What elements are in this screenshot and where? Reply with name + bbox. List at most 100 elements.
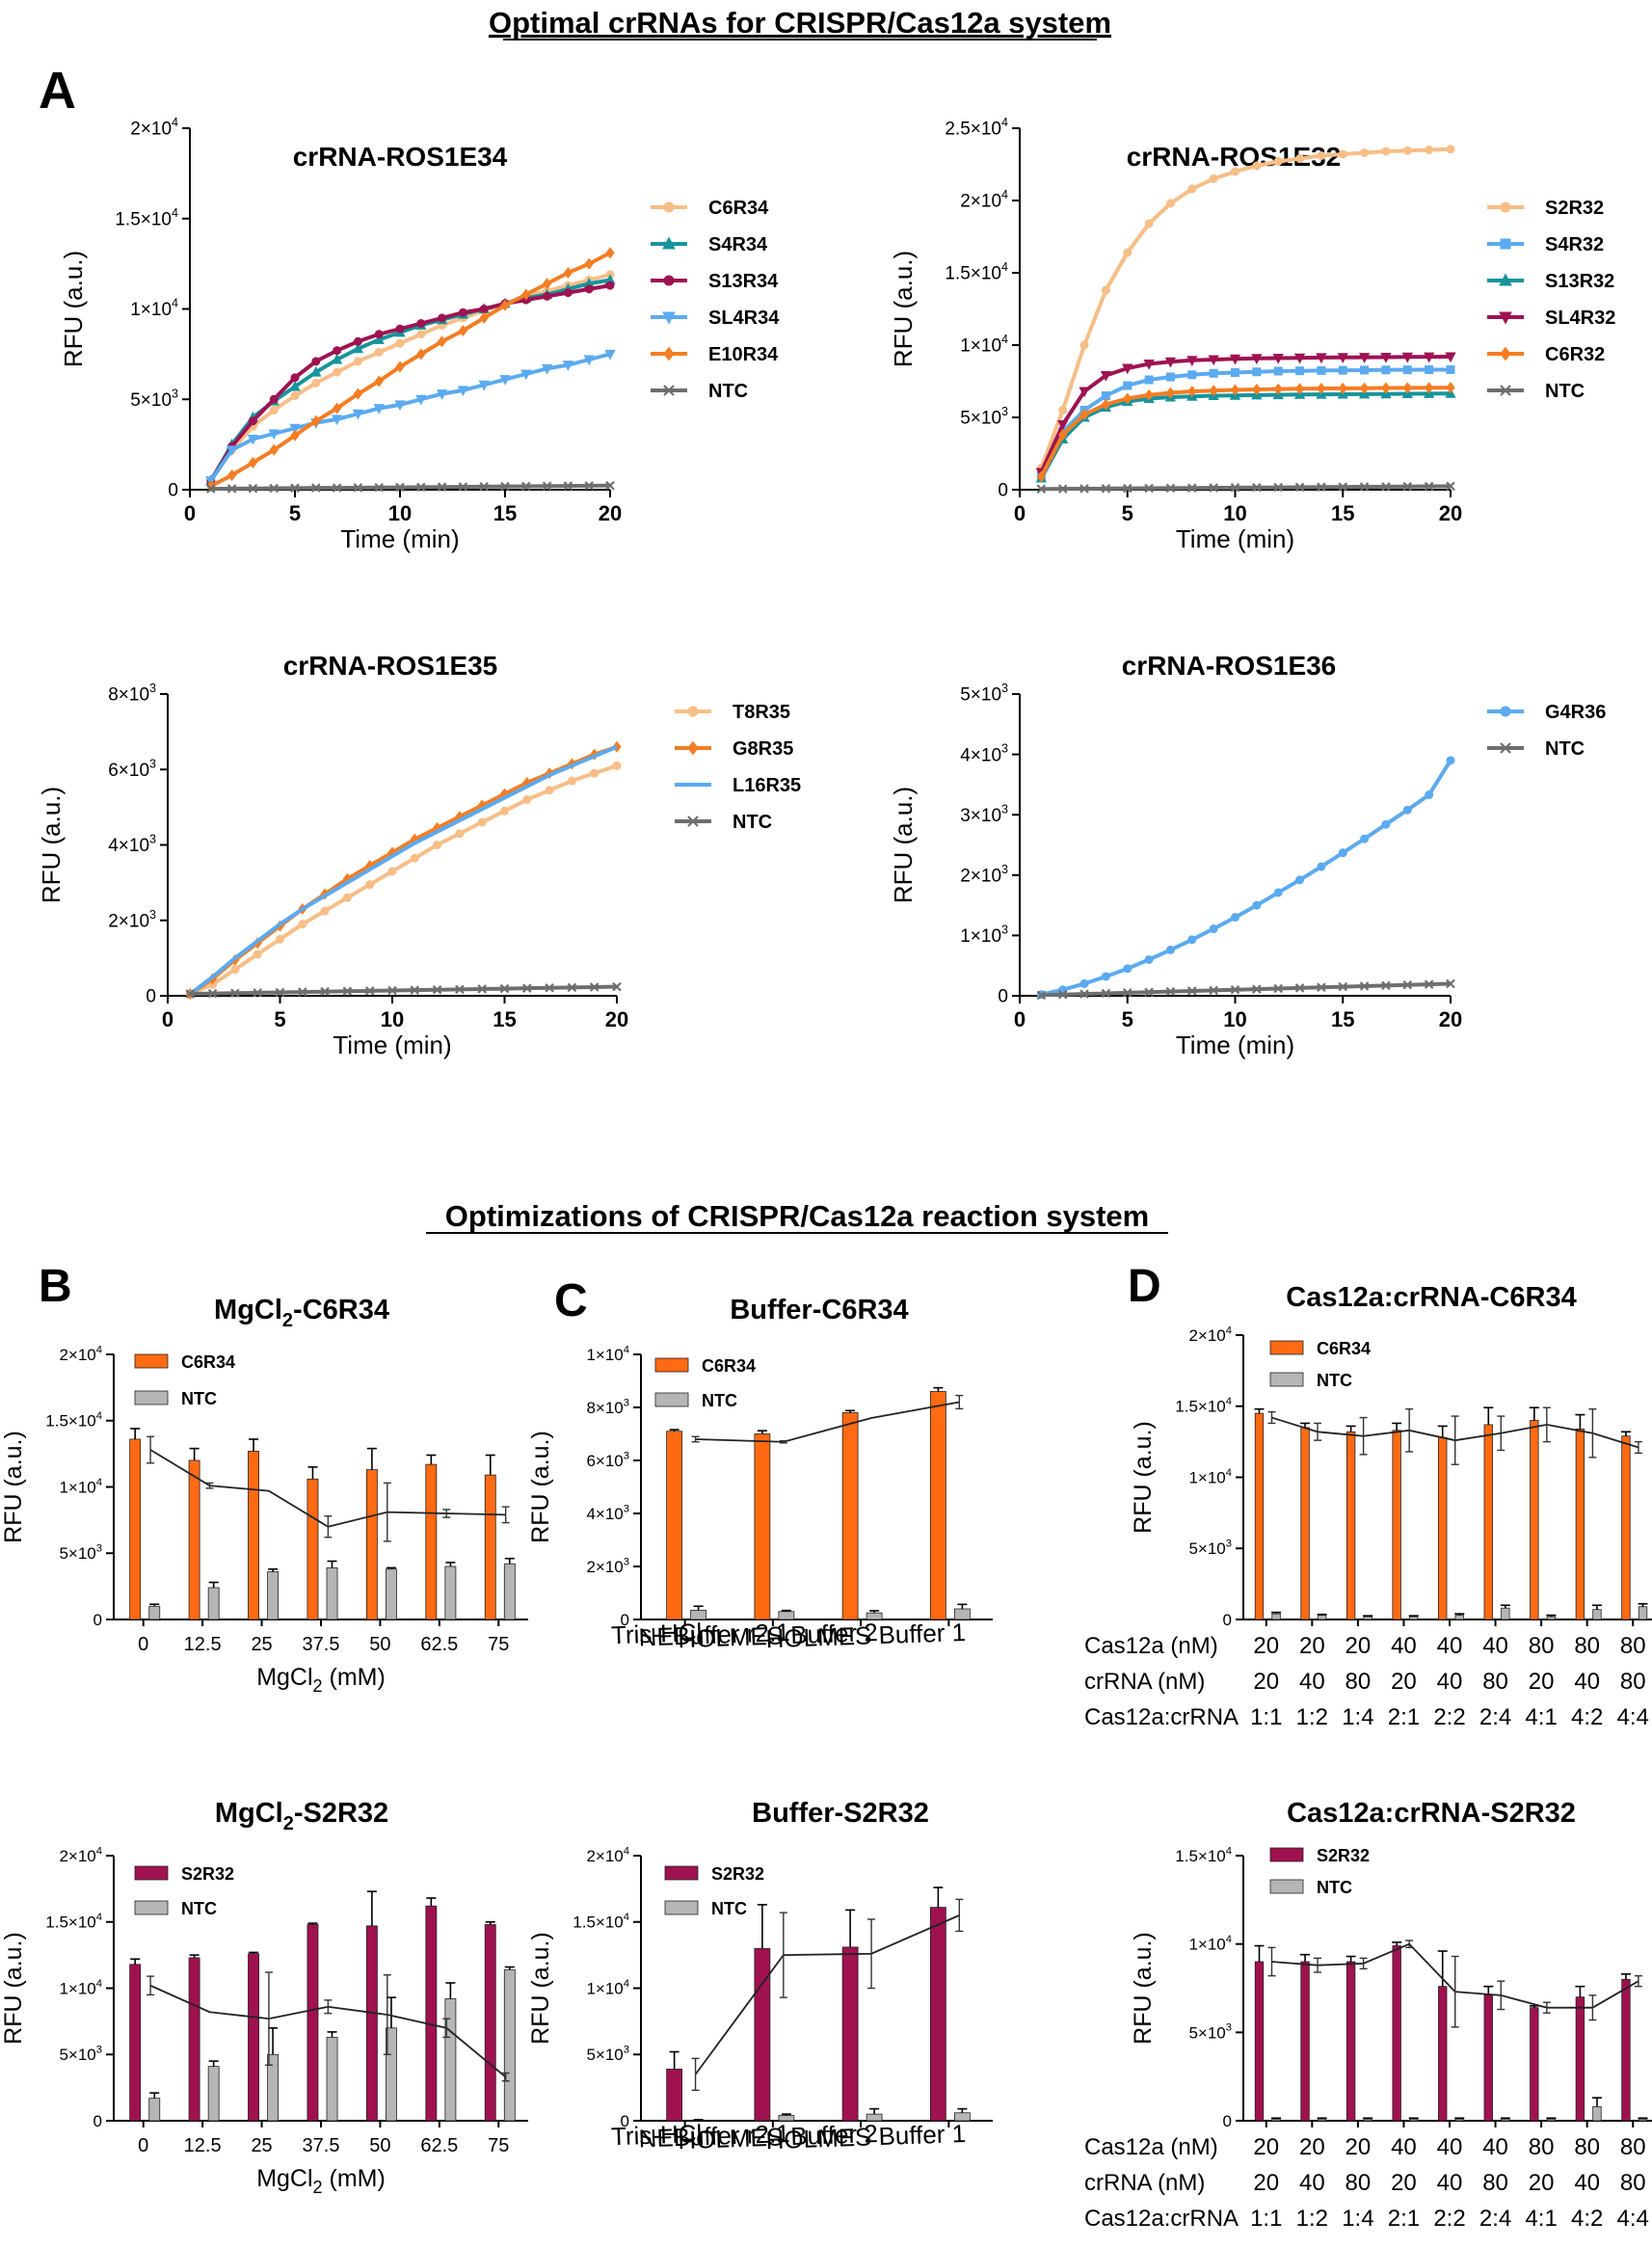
legend-entry: NTC bbox=[1269, 1878, 1352, 1897]
data-point bbox=[387, 867, 397, 876]
legend-label: NTC bbox=[702, 1391, 737, 1410]
data-point bbox=[290, 373, 300, 383]
legend-entry: C6R34 bbox=[654, 1356, 756, 1376]
y-tick-label: 1.5×104 bbox=[573, 1912, 629, 1932]
x-axis-label: Time (min) bbox=[333, 1030, 451, 1059]
series-E10R34 bbox=[206, 247, 615, 493]
y-tick-label: 0 bbox=[621, 2112, 629, 2130]
chart-title: MgCl2-C6R34 bbox=[214, 1295, 389, 1331]
bar-NTC bbox=[1501, 1607, 1510, 1620]
series-line bbox=[209, 251, 611, 489]
legend-marker bbox=[687, 816, 699, 827]
legend-entry: NTC bbox=[651, 381, 748, 402]
series-line bbox=[189, 763, 618, 996]
data-point bbox=[1209, 924, 1218, 934]
bar-C6R34 bbox=[306, 1478, 319, 1620]
bar-S2R32 bbox=[1392, 1945, 1401, 2122]
x-tick-label: 0 bbox=[162, 1007, 173, 1031]
data-point bbox=[604, 349, 616, 361]
table-cell: 80 bbox=[1529, 1633, 1555, 1659]
data-point bbox=[1425, 790, 1434, 800]
legend-entry: NTC bbox=[1487, 381, 1585, 402]
data-point bbox=[320, 906, 330, 916]
y-tick-label: 1×103 bbox=[960, 923, 1008, 948]
x-axis-label: MgCl2 (mM) bbox=[256, 2165, 386, 2197]
x-tick-label: 5 bbox=[289, 501, 301, 525]
data-point bbox=[1358, 353, 1371, 363]
data-point bbox=[298, 987, 307, 997]
data-point bbox=[289, 380, 301, 391]
data-point bbox=[455, 984, 465, 995]
data-point bbox=[374, 348, 384, 357]
data-point bbox=[1293, 353, 1306, 364]
table-cell: 80 bbox=[1574, 2134, 1600, 2160]
bar-S2R32 bbox=[365, 1925, 378, 2122]
y-tick-label: 4×103 bbox=[108, 833, 156, 857]
data-point bbox=[206, 484, 216, 494]
bar-C6R34 bbox=[248, 1450, 259, 1620]
data-point bbox=[1294, 983, 1305, 993]
table-cell: 80 bbox=[1482, 1669, 1508, 1695]
legend-entry: C6R34 bbox=[651, 198, 769, 219]
data-point bbox=[395, 482, 405, 493]
data-point bbox=[1294, 482, 1305, 493]
data-point bbox=[1165, 945, 1175, 954]
y-tick-label: 1×104 bbox=[130, 297, 178, 321]
legend-swatch bbox=[1269, 1340, 1304, 1355]
x-tick-label: 5 bbox=[1122, 501, 1133, 525]
data-point bbox=[1123, 248, 1132, 257]
series-line bbox=[1041, 484, 1452, 492]
legend-entry: S4R34 bbox=[651, 234, 768, 255]
data-point bbox=[1123, 392, 1132, 405]
data-point bbox=[1144, 219, 1154, 228]
x-tick-label: 15 bbox=[493, 501, 517, 525]
y-tick-label: 0 bbox=[168, 481, 178, 501]
x-tick-label: 0 bbox=[138, 1634, 148, 1655]
series-line bbox=[1039, 147, 1452, 469]
table-cell: 2:1 bbox=[1388, 1704, 1420, 1730]
data-point bbox=[590, 768, 600, 778]
data-point bbox=[522, 795, 532, 805]
data-point bbox=[230, 988, 240, 999]
x-tick-label: 25 bbox=[251, 1634, 272, 1655]
data-point bbox=[433, 841, 442, 849]
series-line bbox=[189, 744, 618, 996]
data-point bbox=[1424, 352, 1435, 363]
data-point bbox=[1273, 383, 1283, 395]
data-point bbox=[342, 893, 352, 902]
trend-line bbox=[695, 1401, 960, 1443]
table-cell: 20 bbox=[1529, 2170, 1555, 2196]
data-point bbox=[333, 346, 342, 356]
x-tick-label: NEBuffer r2.1 bbox=[638, 2119, 790, 2153]
data-point bbox=[1123, 381, 1132, 390]
data-point bbox=[1208, 355, 1219, 366]
data-point bbox=[311, 415, 321, 427]
y-tick-label: 8×103 bbox=[586, 1397, 629, 1417]
table-cell: 2:2 bbox=[1433, 1704, 1465, 1730]
data-point bbox=[1273, 983, 1283, 994]
table-cell: 1:1 bbox=[1250, 2206, 1282, 2232]
table-cell: 40 bbox=[1437, 1633, 1463, 1659]
table-cell: 20 bbox=[1253, 1669, 1279, 1695]
data-point bbox=[1359, 981, 1370, 991]
chart-e32: crRNA-ROS1E3205×1031×1041.5×1042×1042.5×… bbox=[889, 116, 1615, 553]
data-point bbox=[1402, 382, 1412, 394]
data-point bbox=[1230, 483, 1240, 493]
data-point bbox=[589, 982, 600, 992]
data-point bbox=[290, 483, 300, 494]
data-point bbox=[1446, 382, 1455, 394]
bar-C6R34 bbox=[129, 1438, 142, 1620]
legend-entry: NTC bbox=[1487, 738, 1585, 760]
data-point bbox=[331, 415, 343, 426]
data-point bbox=[1381, 365, 1391, 375]
y-tick-label: 2×104 bbox=[59, 1344, 102, 1364]
table-cell: 40 bbox=[1299, 1669, 1325, 1695]
data-point bbox=[545, 786, 554, 795]
data-point bbox=[1273, 157, 1283, 166]
data-point bbox=[1252, 900, 1262, 910]
x-tick-label: 0 bbox=[184, 501, 196, 525]
data-point bbox=[521, 481, 531, 492]
x-axis-label: Time (min) bbox=[1176, 524, 1294, 553]
data-point bbox=[479, 482, 489, 492]
table-cell: 40 bbox=[1574, 2170, 1600, 2196]
